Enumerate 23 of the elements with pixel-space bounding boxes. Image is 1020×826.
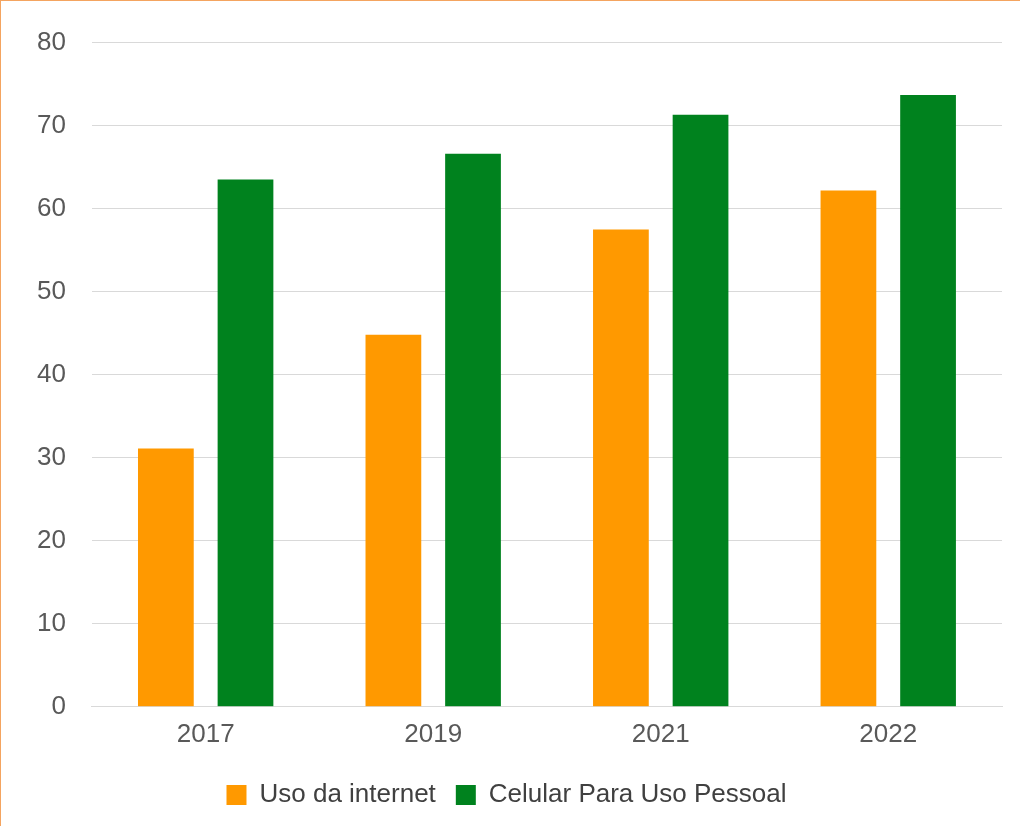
bar bbox=[217, 179, 274, 707]
x-tick-label: 2021 bbox=[631, 717, 690, 748]
bar bbox=[900, 94, 956, 707]
y-tick-label: 30 bbox=[37, 440, 66, 471]
legend-label: Celular Para Uso Pessoal bbox=[488, 778, 787, 809]
y-tick-label: 10 bbox=[37, 606, 66, 637]
bar bbox=[593, 229, 649, 707]
x-tick-label: 2019 bbox=[404, 717, 463, 748]
y-tick-label: 70 bbox=[37, 108, 66, 139]
x-tick-label: 2017 bbox=[176, 717, 235, 748]
y-tick-label: 50 bbox=[37, 274, 66, 305]
y-tick-label: 20 bbox=[37, 523, 66, 554]
bar bbox=[672, 114, 729, 707]
x-tick-label: 2022 bbox=[859, 717, 918, 748]
y-tick-label: 40 bbox=[37, 357, 66, 388]
y-tick-label: 80 bbox=[37, 25, 66, 56]
y-tick-label: 60 bbox=[37, 191, 66, 222]
y-tick-label: 0 bbox=[51, 689, 66, 720]
bar bbox=[365, 334, 422, 707]
bar bbox=[820, 190, 877, 707]
bar bbox=[445, 153, 501, 707]
legend-label: Uso da internet bbox=[259, 778, 437, 809]
bar bbox=[137, 448, 194, 707]
